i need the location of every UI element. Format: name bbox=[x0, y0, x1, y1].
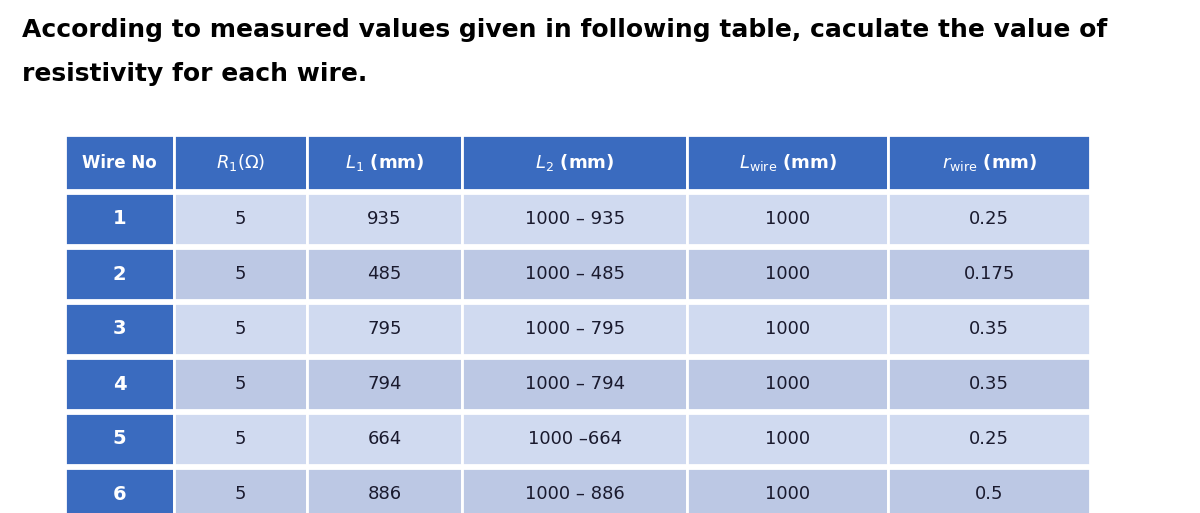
Text: 1000: 1000 bbox=[766, 265, 810, 283]
Text: 0.25: 0.25 bbox=[970, 210, 1009, 228]
Bar bbox=[888, 413, 1090, 465]
Text: 1000 – 886: 1000 – 886 bbox=[524, 485, 624, 503]
Text: 5: 5 bbox=[235, 375, 246, 393]
Text: 5: 5 bbox=[235, 320, 246, 338]
Bar bbox=[888, 248, 1090, 300]
Text: $L_1$ (mm): $L_1$ (mm) bbox=[344, 152, 425, 173]
Text: 485: 485 bbox=[367, 265, 402, 283]
Text: $L_2$ (mm): $L_2$ (mm) bbox=[535, 152, 614, 173]
Bar bbox=[174, 303, 307, 355]
Text: 1000: 1000 bbox=[766, 210, 810, 228]
Bar bbox=[888, 303, 1090, 355]
Bar bbox=[462, 303, 686, 355]
Bar bbox=[686, 413, 888, 465]
Bar bbox=[65, 303, 174, 355]
Bar bbox=[686, 135, 888, 190]
Text: 1000 – 795: 1000 – 795 bbox=[524, 320, 625, 338]
Bar bbox=[307, 135, 462, 190]
Text: 664: 664 bbox=[367, 430, 402, 448]
Text: 886: 886 bbox=[367, 485, 402, 503]
Bar bbox=[462, 358, 686, 410]
Bar bbox=[686, 303, 888, 355]
Text: Wire No: Wire No bbox=[83, 153, 157, 171]
Bar bbox=[307, 358, 462, 410]
Bar bbox=[174, 413, 307, 465]
Bar bbox=[888, 193, 1090, 245]
Text: 0.35: 0.35 bbox=[970, 320, 1009, 338]
Text: $R_1(\Omega)$: $R_1(\Omega)$ bbox=[216, 152, 265, 173]
Text: 795: 795 bbox=[367, 320, 402, 338]
Bar bbox=[462, 468, 686, 513]
Bar bbox=[307, 413, 462, 465]
Text: 1000 – 935: 1000 – 935 bbox=[524, 210, 625, 228]
Bar bbox=[307, 303, 462, 355]
Text: 1: 1 bbox=[113, 209, 126, 228]
Text: 5: 5 bbox=[113, 429, 126, 448]
Text: 1000 –664: 1000 –664 bbox=[528, 430, 622, 448]
Text: According to measured values given in following table, caculate the value of: According to measured values given in fo… bbox=[22, 18, 1108, 42]
Bar bbox=[462, 248, 686, 300]
Text: 5: 5 bbox=[235, 210, 246, 228]
Text: 5: 5 bbox=[235, 265, 246, 283]
Bar bbox=[65, 135, 174, 190]
Text: 2: 2 bbox=[113, 265, 126, 284]
Text: 4: 4 bbox=[113, 374, 126, 393]
Text: 1000 – 485: 1000 – 485 bbox=[524, 265, 625, 283]
Bar bbox=[174, 135, 307, 190]
Text: 0.5: 0.5 bbox=[974, 485, 1003, 503]
Bar bbox=[686, 468, 888, 513]
Text: resistivity for each wire.: resistivity for each wire. bbox=[22, 62, 367, 86]
Bar bbox=[686, 193, 888, 245]
Bar bbox=[307, 248, 462, 300]
Text: 3: 3 bbox=[113, 320, 126, 339]
Bar bbox=[65, 248, 174, 300]
Text: 0.175: 0.175 bbox=[964, 265, 1015, 283]
Bar bbox=[462, 413, 686, 465]
Bar bbox=[307, 193, 462, 245]
Bar bbox=[174, 358, 307, 410]
Bar bbox=[888, 135, 1090, 190]
Text: 0.25: 0.25 bbox=[970, 430, 1009, 448]
Text: 1000: 1000 bbox=[766, 430, 810, 448]
Text: 5: 5 bbox=[235, 430, 246, 448]
Text: 6: 6 bbox=[113, 484, 126, 503]
Bar bbox=[462, 135, 686, 190]
Bar bbox=[65, 468, 174, 513]
Bar bbox=[462, 193, 686, 245]
Text: 1000: 1000 bbox=[766, 375, 810, 393]
Text: 1000 – 794: 1000 – 794 bbox=[524, 375, 625, 393]
Bar bbox=[65, 193, 174, 245]
Text: 935: 935 bbox=[367, 210, 402, 228]
Bar bbox=[888, 468, 1090, 513]
Text: $r_{\mathrm{wire}}$ (mm): $r_{\mathrm{wire}}$ (mm) bbox=[942, 152, 1037, 173]
Bar bbox=[174, 248, 307, 300]
Bar bbox=[888, 358, 1090, 410]
Text: 5: 5 bbox=[235, 485, 246, 503]
Bar bbox=[307, 468, 462, 513]
Text: 0.35: 0.35 bbox=[970, 375, 1009, 393]
Bar bbox=[65, 413, 174, 465]
Bar bbox=[174, 468, 307, 513]
Bar bbox=[65, 358, 174, 410]
Bar bbox=[686, 358, 888, 410]
Text: 794: 794 bbox=[367, 375, 402, 393]
Text: 1000: 1000 bbox=[766, 485, 810, 503]
Text: 1000: 1000 bbox=[766, 320, 810, 338]
Bar bbox=[174, 193, 307, 245]
Text: $L_{\mathrm{wire}}$ (mm): $L_{\mathrm{wire}}$ (mm) bbox=[739, 152, 836, 173]
Bar bbox=[686, 248, 888, 300]
